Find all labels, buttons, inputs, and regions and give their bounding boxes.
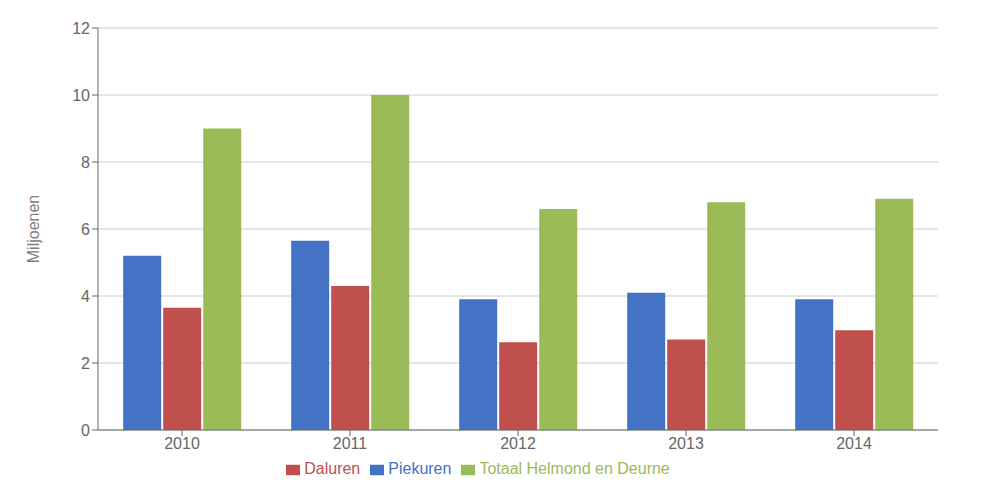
svg-text:12: 12 [72, 20, 90, 37]
html-text:Piekuren: Piekuren [388, 460, 452, 477]
svg-text:6: 6 [81, 221, 90, 238]
svg-text:2014: 2014 [836, 435, 872, 452]
svg-text:10: 10 [72, 87, 90, 104]
html-text:Totaal Helmond en Deurne: Totaal Helmond en Deurne [479, 460, 670, 477]
svg-text:4: 4 [81, 288, 90, 305]
svg-text:0: 0 [81, 422, 90, 439]
html-text:Daluren: Daluren [304, 460, 361, 477]
svg-text:2: 2 [81, 355, 90, 372]
svg-text:2013: 2013 [668, 435, 704, 452]
svg-text:8: 8 [81, 154, 90, 171]
svg-text:2011: 2011 [333, 435, 368, 452]
svg-text:Miljoenen: Miljoenen [25, 195, 42, 263]
svg-text:2012: 2012 [500, 435, 536, 452]
svg-text:2010: 2010 [164, 435, 200, 452]
